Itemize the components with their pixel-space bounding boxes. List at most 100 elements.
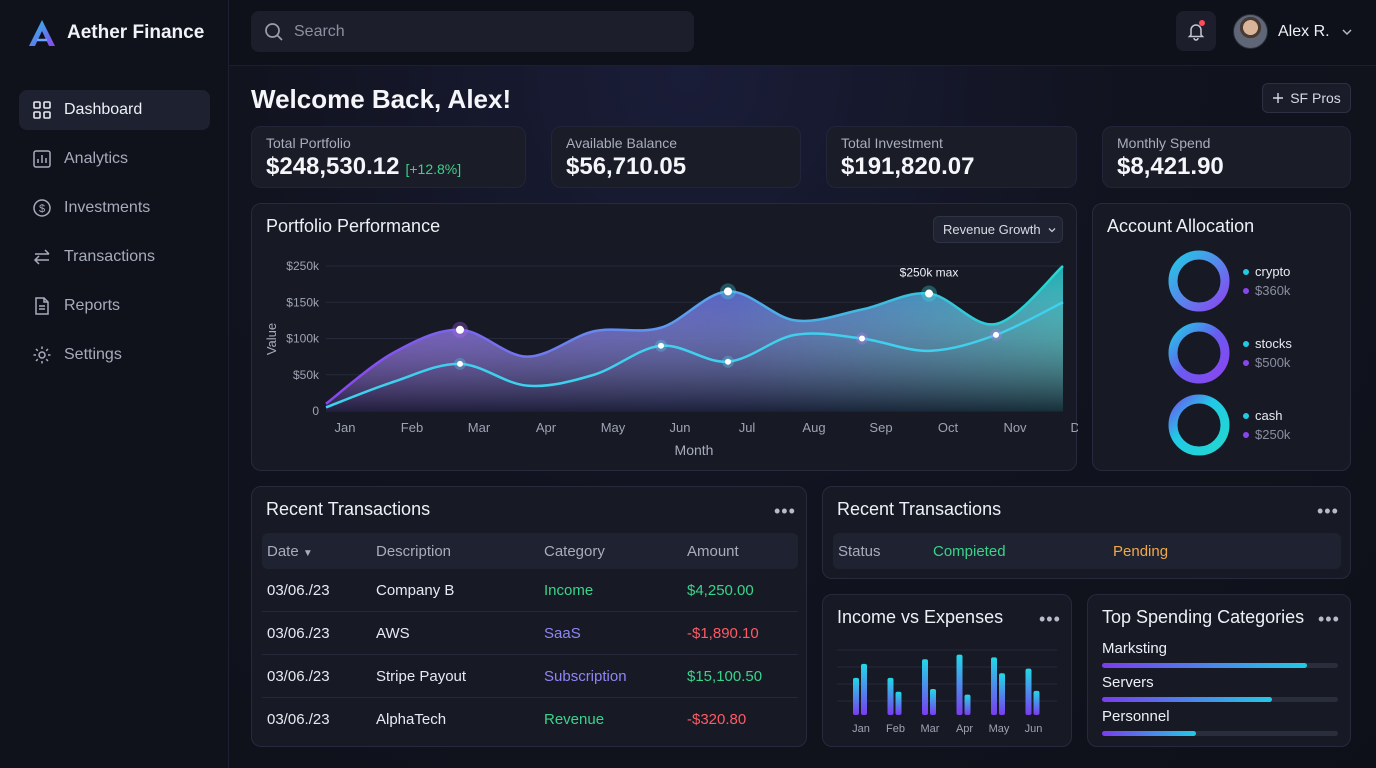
search-input[interactable]: [294, 22, 674, 41]
series-line: [325, 265, 1064, 405]
legend-name: crypto: [1243, 262, 1290, 281]
search-box[interactable]: [251, 11, 694, 52]
x-tick-label: Jan: [335, 420, 356, 435]
sidebar-nav: Dashboard Analytics $ Investments Transa…: [19, 90, 210, 384]
legend-amount: $360k: [1243, 281, 1290, 300]
sidebar-item-reports[interactable]: Reports: [19, 286, 210, 326]
data-point: [724, 287, 732, 296]
sidebar-item-investments[interactable]: $ Investments: [19, 188, 210, 228]
avatar: [1233, 14, 1268, 49]
allocation-cash[interactable]: cash $250k: [1167, 393, 1290, 457]
spending-label: Servers: [1102, 674, 1154, 691]
allocation-crypto[interactable]: crypto $360k: [1167, 249, 1290, 313]
x-tick-label: May: [601, 420, 626, 435]
bar-chart-icon: [33, 150, 51, 168]
cell-amount: $15,100.50: [687, 667, 763, 685]
dollar-circle-icon: $: [33, 199, 51, 217]
more-options-icon[interactable]: •••: [774, 501, 796, 521]
table-row[interactable]: 03/06./23 Company B Income $4,250.00: [262, 569, 798, 612]
donut-chart-crypto: [1168, 250, 1230, 312]
sidebar-item-label: Dashboard: [64, 101, 143, 118]
sidebar-item-label: Transactions: [64, 248, 155, 265]
sidebar-item-label: Reports: [64, 297, 121, 314]
plus-icon: [1273, 93, 1284, 103]
x-tick-label: Aug: [802, 420, 825, 435]
column-date[interactable]: Date ▼: [267, 542, 313, 560]
table-header: Date ▼ Description Category Amount: [262, 533, 798, 569]
cell-description: Company B: [376, 581, 455, 599]
series-line: [325, 301, 1064, 409]
stat-label: Total Investment: [841, 135, 943, 151]
data-point: [993, 331, 999, 338]
card-title: Top Spending Categories: [1102, 607, 1305, 627]
bar: [853, 677, 859, 715]
legend: crypto $360k: [1243, 262, 1290, 300]
transactions-table: Date ▼ Description Category Amount 03/06…: [262, 533, 798, 741]
sidebar-item-analytics[interactable]: Analytics: [19, 139, 210, 179]
recent-transactions-status-card: Recent Transactions ••• Status Compieted…: [822, 486, 1351, 579]
more-options-icon[interactable]: •••: [1317, 501, 1339, 521]
spending-fill: [1102, 697, 1272, 702]
more-options-icon[interactable]: •••: [1318, 609, 1340, 629]
spending-label: Personnel: [1102, 708, 1170, 725]
stat-value: $248,530.12 [+12.8%]: [266, 153, 511, 181]
table-row[interactable]: 03/06./23 AlphaTech Revenue -$320.80: [262, 698, 798, 741]
sf-pros-button[interactable]: SF Pros: [1262, 83, 1351, 113]
y-tick-label: $50k: [293, 368, 320, 382]
svg-text:$: $: [39, 203, 45, 215]
series-area-shade: [326, 266, 1063, 411]
spending-personnel: Personnel: [1102, 708, 1338, 736]
spending-fill: [1102, 731, 1197, 736]
x-tick-label: Nov: [1003, 420, 1027, 435]
document-icon: [35, 297, 49, 315]
user-menu[interactable]: Alex R.: [1233, 14, 1354, 49]
table-row[interactable]: 03/06./23 AWS SaaS -$1,890.10: [262, 612, 798, 655]
x-tick-label: Jan: [852, 723, 870, 735]
sidebar-item-transactions[interactable]: Transactions: [19, 237, 210, 277]
bar: [861, 663, 867, 715]
spending-track: [1102, 663, 1338, 668]
y-tick-label: $100k: [286, 332, 320, 346]
legend: cash $250k: [1243, 406, 1290, 444]
bar: [991, 657, 997, 715]
top-spending-card: Top Spending Categories ••• Marksting Se…: [1087, 594, 1351, 747]
status-pending[interactable]: Pending: [1113, 542, 1169, 560]
notifications-button[interactable]: [1176, 11, 1216, 51]
x-tick-label: Jun: [670, 420, 691, 435]
y-tick-label: $250k: [286, 259, 320, 273]
more-options-icon[interactable]: •••: [1039, 609, 1061, 629]
cell-date: 03/06./23: [267, 711, 330, 728]
allocation-stocks[interactable]: stocks $500k: [1167, 321, 1292, 385]
spending-marketing: Marksting: [1102, 640, 1338, 668]
stat-total-investment: Total Investment $191,820.07: [826, 126, 1077, 188]
column-amount: Amount: [687, 542, 739, 560]
cell-category: Revenue: [544, 711, 605, 728]
status-completed[interactable]: Compieted: [933, 542, 1006, 560]
table-row[interactable]: 03/06./23 Stripe Payout Subscription $15…: [262, 655, 798, 698]
grid-icon: [33, 101, 51, 119]
recent-transactions-card: Recent Transactions ••• Date ▼ Descripti…: [251, 486, 807, 747]
portfolio-performance-card: Portfolio Performance Revenue Growth 0 $5…: [251, 203, 1078, 471]
column-category: Category: [544, 542, 605, 560]
search-icon: [265, 22, 283, 41]
sidebar: Aether Finance Dashboard Analytics $ Inv…: [0, 0, 229, 768]
bar: [1025, 668, 1032, 715]
sidebar-item-dashboard[interactable]: Dashboard: [19, 90, 210, 130]
data-point: [457, 360, 463, 367]
stat-label: Available Balance: [566, 135, 678, 151]
x-axis-label: Month: [675, 442, 714, 458]
bar: [956, 654, 963, 715]
revenue-growth-dropdown[interactable]: Revenue Growth: [933, 216, 1063, 243]
stat-total-portfolio: Total Portfolio $248,530.12 [+12.8%]: [251, 126, 526, 188]
cell-description: Stripe Payout: [376, 667, 467, 685]
sidebar-item-settings[interactable]: Settings: [19, 335, 210, 375]
legend-name: stocks: [1243, 334, 1292, 353]
data-point: [925, 289, 933, 298]
column-description: Description: [376, 542, 452, 560]
stat-value: $8,421.90: [1117, 153, 1224, 180]
spending-fill: [1102, 663, 1308, 668]
cell-description: AlphaTech: [376, 711, 447, 728]
brand[interactable]: Aether Finance: [27, 18, 204, 48]
sidebar-item-label: Settings: [64, 346, 122, 363]
swap-arrows-icon: [33, 249, 50, 265]
